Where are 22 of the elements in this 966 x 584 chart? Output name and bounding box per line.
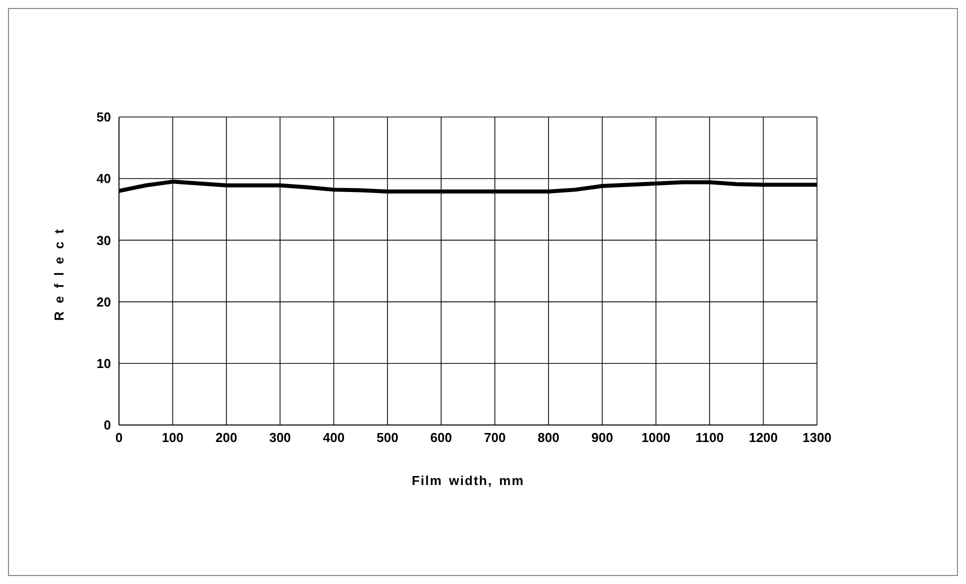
x-tick-label: 900: [591, 430, 614, 446]
x-tick-label: 700: [484, 430, 506, 446]
x-tick-label: 500: [376, 430, 398, 446]
x-tick-label: 300: [269, 430, 291, 446]
y-tick-label: 40: [96, 171, 111, 186]
y-tick-label: 20: [96, 294, 111, 310]
x-tick-label: 400: [322, 430, 345, 446]
y-tick-label: 10: [96, 356, 111, 372]
x-tick-label: 100: [162, 430, 184, 446]
y-tick-label: 30: [96, 232, 111, 248]
y-tick-label: 50: [96, 110, 111, 125]
x-tick-label: 0: [115, 430, 123, 446]
x-axis-title: Film width, mm: [412, 473, 524, 488]
x-tick-label: 1200: [748, 430, 778, 446]
y-axis-title: Reflect: [52, 221, 67, 321]
x-tick-label: 1100: [696, 430, 724, 446]
x-tick-label: 1300: [802, 430, 832, 446]
y-tick-label: 0: [104, 418, 111, 433]
x-tick-label: 200: [216, 430, 238, 446]
x-tick-label: 1000: [641, 430, 670, 446]
x-tick-label: 800: [538, 430, 560, 446]
x-tick-label: 600: [430, 430, 452, 446]
